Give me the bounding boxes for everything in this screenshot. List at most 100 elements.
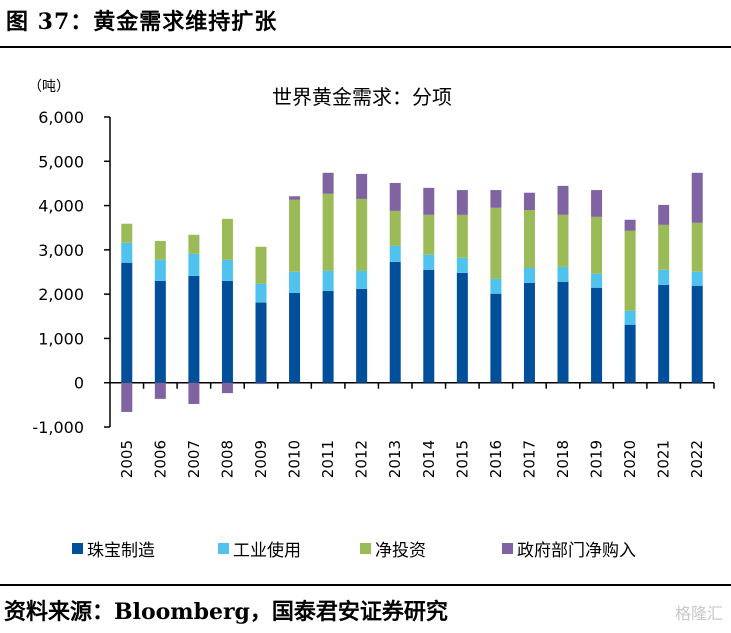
bar-segment (423, 187, 435, 215)
bar-segment (557, 185, 569, 215)
y-tick-label: 6,000 (38, 108, 84, 127)
legend-label: 珠宝制造 (87, 541, 155, 561)
x-tick-label: 2016 (487, 440, 505, 478)
legend-swatch (502, 543, 513, 554)
bar-segment (523, 282, 535, 383)
bar-segment (624, 230, 636, 311)
bar-segment (221, 382, 233, 394)
bar-segment (691, 172, 703, 223)
legend-item: 工业使用 (218, 536, 301, 561)
legend-label: 工业使用 (233, 541, 301, 561)
x-tick-label: 2020 (621, 440, 639, 478)
bar-segment (658, 284, 670, 383)
bar-segment (624, 310, 636, 325)
x-tick-label: 2022 (688, 440, 706, 478)
legend-label: 政府部门净购入 (517, 541, 636, 561)
bar-segment (490, 293, 502, 383)
bar-segment (490, 207, 502, 279)
x-tick-label: 2021 (655, 440, 673, 478)
x-tick-label: 2005 (118, 440, 136, 478)
bar-segment (289, 199, 301, 272)
legend-item: 净投资 (360, 536, 426, 561)
bar-stack (624, 219, 636, 383)
bar-segment (221, 259, 233, 281)
bar-segment (658, 224, 670, 270)
x-tick-label: 2010 (286, 440, 304, 478)
bar-stack (389, 182, 401, 383)
bar-segment (591, 273, 603, 288)
bar-segment (591, 287, 603, 383)
y-tick-label: 0 (74, 374, 84, 393)
bar-stack (121, 223, 133, 412)
chart-title: 世界黄金需求：分项 (272, 85, 452, 109)
x-tick-label: 2015 (453, 440, 471, 478)
bar-segment (289, 292, 301, 383)
x-tick-label: 2006 (151, 440, 169, 478)
bar-segment (456, 214, 468, 258)
bar-segment (356, 198, 368, 271)
legend-swatch (72, 543, 83, 554)
bar-stack (490, 190, 502, 383)
bar-segment (121, 262, 133, 383)
bar-segment (221, 280, 233, 383)
bar-stack (658, 204, 670, 383)
bar-segment (188, 253, 200, 276)
bar-segment (423, 269, 435, 383)
bar-segment (557, 214, 569, 267)
unit-label: （吨） (28, 79, 70, 95)
bar-stack (423, 187, 435, 383)
axes: -1,000 0 1,000 2,000 3,000 4,000 5,000 6,000 (32, 108, 715, 437)
x-tick-label: 2008 (218, 440, 236, 478)
bar-segment (322, 270, 334, 291)
bar-segment (356, 288, 368, 383)
bar-segment (188, 234, 200, 254)
source-note: 资料来源：Bloomberg，国泰君安证券研究 (4, 599, 448, 625)
bar-segment (658, 269, 670, 285)
bar-segment (255, 382, 267, 385)
bar-segment (154, 241, 166, 260)
figure-title: 图 37：黄金需求维持扩张 (6, 9, 278, 35)
bar-segment (456, 272, 468, 383)
bar-segment (188, 382, 200, 404)
x-tick-label: 2019 (588, 440, 606, 478)
bar-segment (456, 190, 468, 215)
bar-segment (591, 190, 603, 217)
bar-segment (691, 271, 703, 286)
bar-stack (221, 218, 233, 394)
bar-stack (591, 190, 603, 383)
bar-segment (389, 182, 401, 211)
bar-stack (691, 172, 703, 383)
bar-stack (356, 173, 368, 383)
bar-segment (389, 245, 401, 262)
x-axis-labels: 2005 2006 2007 2008 2009 2010 2011 2012 2013 2014… (118, 440, 706, 478)
bar-segment (356, 173, 368, 199)
x-tick-label: 2018 (554, 440, 572, 478)
bar-segment (188, 275, 200, 383)
bar-stack (557, 185, 569, 383)
bar-segment (490, 190, 502, 208)
bar-segment (255, 302, 267, 383)
bar-segment (221, 218, 233, 260)
bar-segment (523, 210, 535, 269)
bar-segment (691, 285, 703, 383)
bar-segment (389, 261, 401, 383)
chart: （吨） 世界黄金需求：分项 -1,000 0 1,000 2,000 3,000 4,00… (28, 79, 715, 478)
bar-segment (423, 214, 435, 255)
y-tick-label: 3,000 (38, 241, 84, 260)
bar-segment (255, 246, 267, 284)
bar-segment (322, 193, 334, 271)
bar-segment (523, 192, 535, 210)
bar-segment (322, 172, 334, 194)
bar-segment (389, 210, 401, 246)
x-tick-label: 2014 (420, 440, 438, 478)
y-tick-label: -1,000 (32, 418, 84, 437)
legend-item: 政府部门净购入 (502, 536, 636, 561)
bar-segment (591, 216, 603, 274)
bar-segment (121, 382, 133, 412)
bar-stack (255, 246, 267, 385)
bar-segment (289, 196, 301, 200)
bar-segment (624, 324, 636, 383)
bar-segment (456, 257, 468, 273)
bar-segment (523, 268, 535, 283)
y-tick-label: 1,000 (38, 329, 84, 348)
